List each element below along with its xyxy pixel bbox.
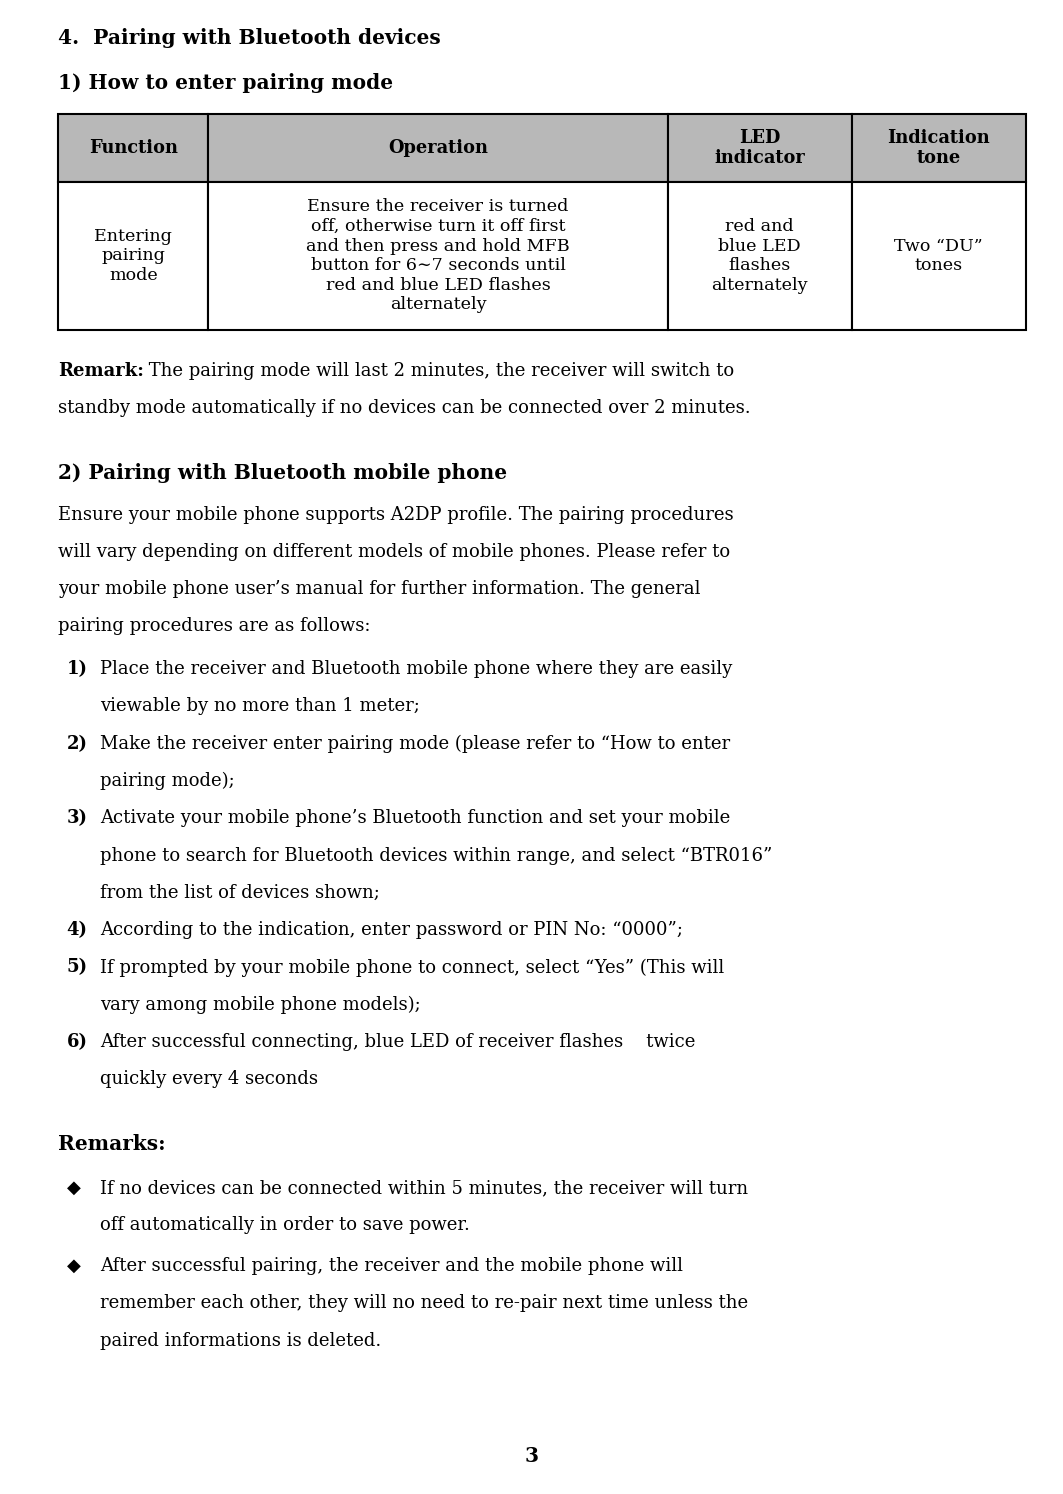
Bar	[208, 114, 668, 182]
Bar	[668, 114, 851, 182]
Text: off automatically in order to save power.: off automatically in order to save power…	[101, 1216, 470, 1234]
Text: 2) Pairing with Bluetooth mobile phone: 2) Pairing with Bluetooth mobile phone	[58, 463, 508, 484]
Text: 4): 4)	[67, 922, 87, 940]
Text: ◆: ◆	[67, 1256, 81, 1276]
Text: 1) How to enter pairing mode: 1) How to enter pairing mode	[58, 73, 393, 93]
Text: viewable by no more than 1 meter;: viewable by no more than 1 meter;	[101, 698, 420, 716]
Text: paired informations is deleted.: paired informations is deleted.	[101, 1331, 382, 1349]
Text: pairing mode);: pairing mode);	[101, 772, 235, 790]
Text: pairing procedures are as follows:: pairing procedures are as follows:	[58, 617, 371, 635]
Bar	[668, 182, 851, 330]
Text: LED
indicator: LED indicator	[714, 128, 805, 167]
Text: quickly every 4 seconds: quickly every 4 seconds	[101, 1070, 319, 1088]
Text: Place the receiver and Bluetooth mobile phone where they are easily: Place the receiver and Bluetooth mobile …	[101, 660, 732, 678]
Text: 4.  Pairing with Bluetooth devices: 4. Pairing with Bluetooth devices	[58, 28, 441, 48]
Text: your mobile phone user’s manual for further information. The general: your mobile phone user’s manual for furt…	[58, 580, 701, 598]
Text: 3: 3	[524, 1446, 539, 1466]
Text: After successful pairing, the receiver and the mobile phone will: After successful pairing, the receiver a…	[101, 1256, 684, 1276]
Text: 2): 2)	[67, 735, 87, 753]
Text: from the list of devices shown;: from the list of devices shown;	[101, 884, 381, 902]
Text: According to the indication, enter password or PIN No: “0000”;: According to the indication, enter passw…	[101, 922, 684, 940]
Bar	[58, 114, 208, 182]
Bar	[851, 114, 1026, 182]
Text: The pairing mode will last 2 minutes, the receiver will switch to: The pairing mode will last 2 minutes, th…	[144, 362, 735, 379]
Text: 1): 1)	[67, 660, 87, 678]
Text: Operation: Operation	[388, 139, 488, 157]
Text: ◆: ◆	[67, 1179, 81, 1197]
Text: Indication
tone: Indication tone	[888, 128, 990, 167]
Text: Remarks:: Remarks:	[58, 1134, 166, 1153]
Text: After successful connecting, blue LED of receiver flashes    twice: After successful connecting, blue LED of…	[101, 1032, 696, 1052]
Text: If prompted by your mobile phone to connect, select “Yes” (This will: If prompted by your mobile phone to conn…	[101, 959, 725, 977]
Text: 3): 3)	[67, 810, 87, 828]
Bar	[851, 182, 1026, 330]
Text: Two “DU”
tones: Two “DU” tones	[894, 238, 983, 275]
Text: phone to search for Bluetooth devices within range, and select “BTR016”: phone to search for Bluetooth devices wi…	[101, 847, 773, 865]
Text: standby mode automatically if no devices can be connected over 2 minutes.: standby mode automatically if no devices…	[58, 399, 752, 417]
Text: Make the receiver enter pairing mode (please refer to “How to enter: Make the receiver enter pairing mode (pl…	[101, 735, 730, 753]
Text: 5): 5)	[67, 959, 87, 977]
Text: Activate your mobile phone’s Bluetooth function and set your mobile: Activate your mobile phone’s Bluetooth f…	[101, 810, 730, 828]
Text: If no devices can be connected within 5 minutes, the receiver will turn: If no devices can be connected within 5 …	[101, 1179, 748, 1197]
Bar	[208, 182, 668, 330]
Text: Entering
pairing
mode: Entering pairing mode	[95, 229, 172, 284]
Text: Ensure the receiver is turned
off, otherwise turn it off first
and then press an: Ensure the receiver is turned off, other…	[306, 199, 570, 314]
Text: 6): 6)	[67, 1032, 87, 1052]
Text: Remark:: Remark:	[58, 362, 145, 379]
Text: Function: Function	[89, 139, 178, 157]
Text: vary among mobile phone models);: vary among mobile phone models);	[101, 996, 421, 1014]
Text: red and
blue LED
flashes
alternately: red and blue LED flashes alternately	[711, 218, 808, 294]
Bar	[58, 182, 208, 330]
Text: remember each other, they will no need to re-pair next time unless the: remember each other, they will no need t…	[101, 1294, 748, 1312]
Text: Ensure your mobile phone supports A2DP profile. The pairing procedures: Ensure your mobile phone supports A2DP p…	[58, 505, 735, 523]
Text: will vary depending on different models of mobile phones. Please refer to: will vary depending on different models …	[58, 542, 730, 560]
